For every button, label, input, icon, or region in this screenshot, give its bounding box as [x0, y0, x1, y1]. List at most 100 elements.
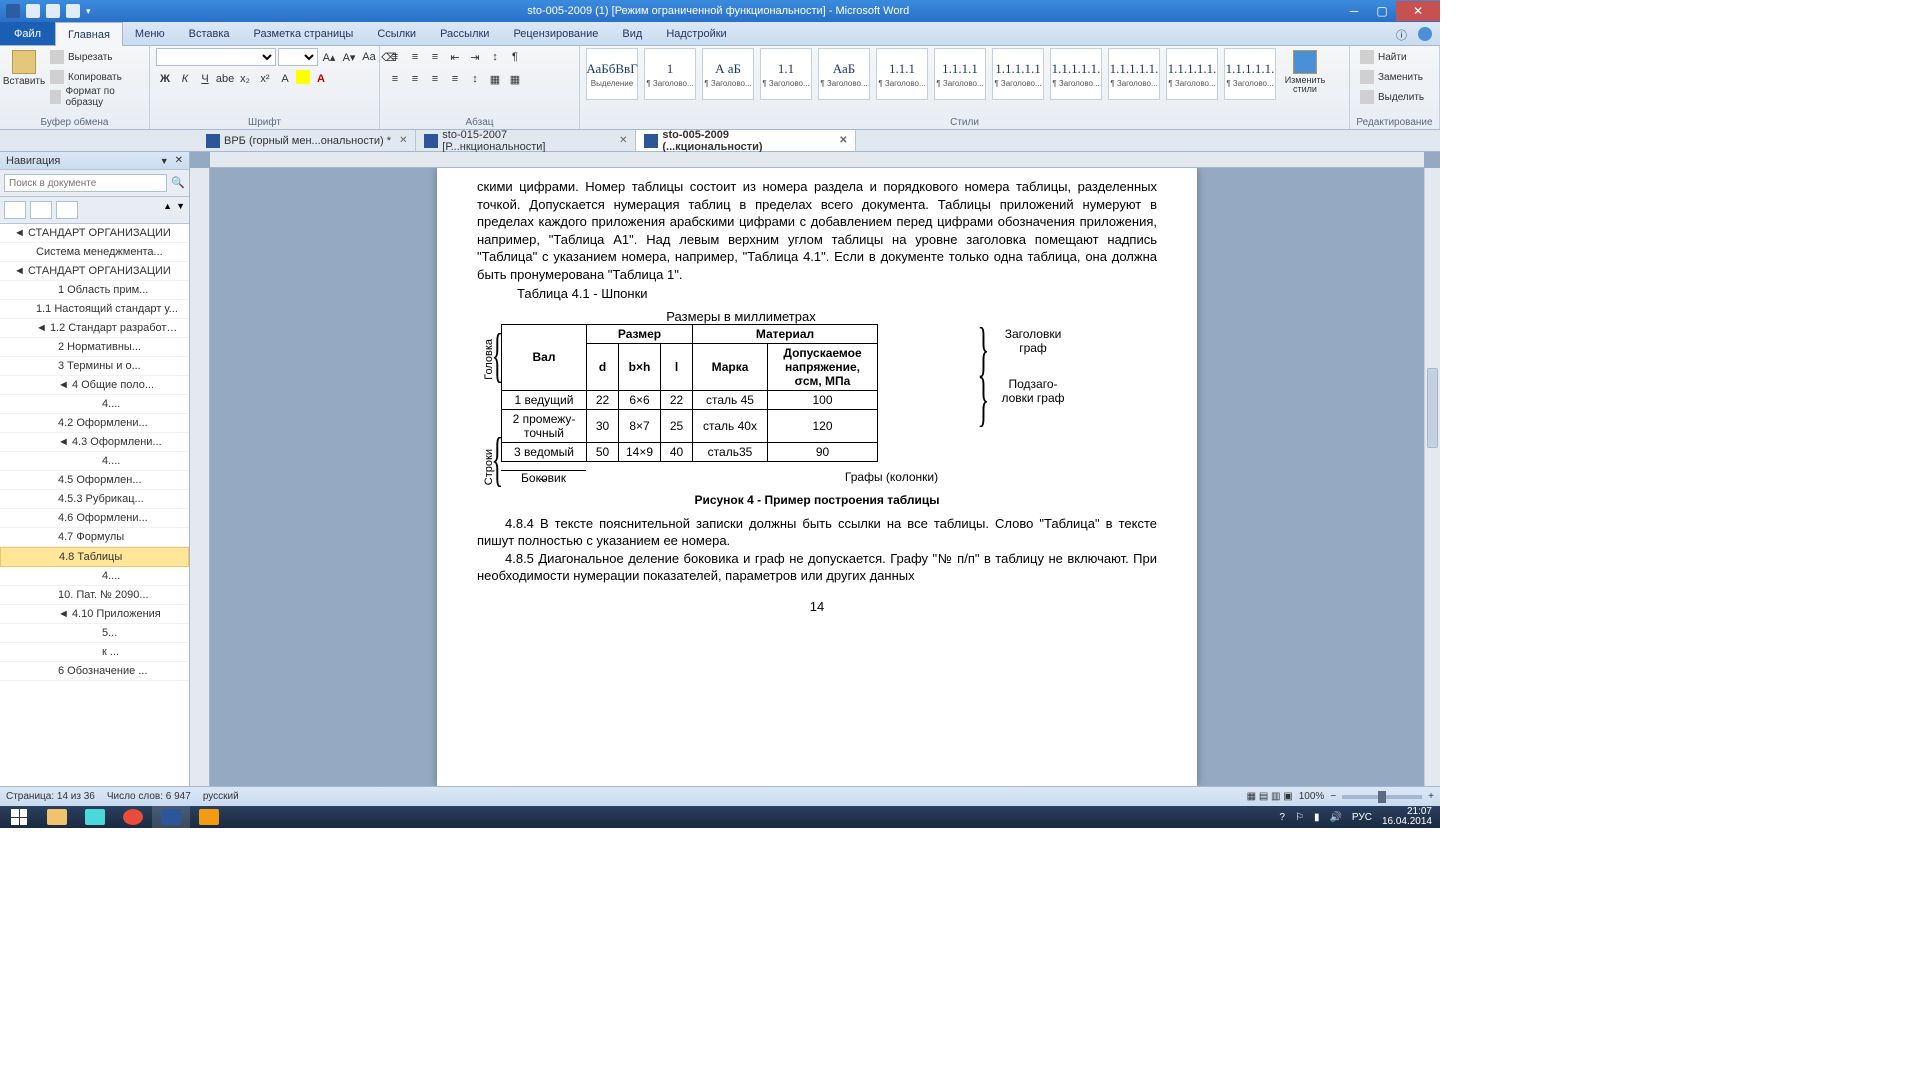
font-color-button[interactable]: A [312, 70, 330, 88]
nav-item[interactable]: 4.5 Оформлен... [0, 471, 189, 490]
style-item[interactable]: 1.1.1.1.1¶ Заголово... [992, 48, 1044, 100]
nav-item[interactable]: 4.... [0, 395, 189, 414]
nav-item[interactable]: 6 Обозначение ... [0, 662, 189, 681]
ribbon-tab[interactable]: Разметка страницы [242, 22, 366, 45]
word-icon[interactable] [6, 4, 20, 18]
ribbon-tab[interactable]: Ссылки [365, 22, 428, 45]
line-spacing-button[interactable]: ↕ [466, 70, 484, 88]
nav-item[interactable]: к ... [0, 643, 189, 662]
zoom-in-button[interactable]: + [1428, 791, 1434, 802]
nav-item[interactable]: 4.8 Таблицы [0, 547, 189, 567]
style-item[interactable]: 1.1.1.1.1.¶ Заголово... [1166, 48, 1218, 100]
nav-item[interactable]: 4.5.3 Рубрикац... [0, 490, 189, 509]
nav-close-icon[interactable]: ✕ [175, 155, 183, 166]
styles-gallery[interactable]: АаБбВвГВыделение1¶ Заголово...А аБ¶ Заго… [586, 48, 1276, 104]
ribbon-minimize-icon[interactable]: ⓘ [1396, 27, 1410, 41]
shrink-font-button[interactable]: A▾ [340, 48, 358, 66]
nav-item[interactable]: 4.7 Формулы [0, 528, 189, 547]
task-chrome[interactable] [114, 806, 152, 828]
increase-indent-button[interactable]: ⇥ [466, 48, 484, 66]
nav-view-headings[interactable] [4, 201, 26, 219]
nav-dropdown-icon[interactable]: ▼ [160, 156, 169, 166]
document-tab[interactable]: sto-005-2009 (...кциональности)✕ [636, 130, 856, 151]
replace-button[interactable]: Заменить [1356, 68, 1428, 86]
help-icon[interactable] [1418, 27, 1432, 41]
style-item[interactable]: 1¶ Заголово... [644, 48, 696, 100]
save-icon[interactable] [26, 4, 40, 18]
paste-button[interactable]: Вставить [6, 48, 42, 110]
horizontal-ruler[interactable] [210, 152, 1424, 168]
undo-icon[interactable] [46, 4, 60, 18]
zoom-out-button[interactable]: − [1330, 791, 1336, 802]
task-explorer[interactable] [38, 806, 76, 828]
nav-item[interactable]: Система менеджмента... [0, 243, 189, 262]
nav-item[interactable]: 1 Область прим... [0, 281, 189, 300]
vertical-scrollbar[interactable] [1424, 168, 1440, 786]
style-item[interactable]: 1.1.1.1¶ Заголово... [934, 48, 986, 100]
nav-collapse-icon[interactable]: ▲ [163, 201, 172, 219]
nav-view-results[interactable] [56, 201, 78, 219]
nav-item[interactable]: 2 Нормативны... [0, 338, 189, 357]
text-effects-button[interactable]: A [276, 70, 294, 88]
status-words[interactable]: Число слов: 6 947 [107, 791, 191, 802]
document-page[interactable]: скими цифрами. Номер таблицы состоит из … [437, 168, 1197, 786]
format-painter-button[interactable]: Формат по образцу [46, 88, 143, 106]
ribbon-tab[interactable]: Рецензирование [501, 22, 610, 45]
status-lang[interactable]: русский [203, 791, 239, 802]
italic-button[interactable]: К [176, 70, 194, 88]
underline-button[interactable]: Ч [196, 70, 214, 88]
highlight-button[interactable] [296, 70, 310, 84]
ribbon-tab[interactable]: Вид [610, 22, 654, 45]
nav-item[interactable]: ◄ 4.10 Приложения [0, 605, 189, 624]
view-buttons[interactable]: ▦ ▤ ▥ ▣ [1247, 791, 1293, 802]
decrease-indent-button[interactable]: ⇤ [446, 48, 464, 66]
tab-close-icon[interactable]: ✕ [619, 135, 627, 146]
nav-item[interactable]: ◄ СТАНДАРТ ОРГАНИЗАЦИИ [0, 224, 189, 243]
tray-flag-icon[interactable]: ⚐ [1295, 812, 1304, 823]
tray-network-icon[interactable]: ▮ [1314, 812, 1320, 823]
cut-button[interactable]: Вырезать [46, 48, 143, 66]
nav-item[interactable]: 1.1 Настоящий стандарт у... [0, 300, 189, 319]
align-center-button[interactable]: ≡ [406, 70, 424, 88]
nav-expand-icon[interactable]: ▼ [176, 201, 185, 219]
change-case-button[interactable]: Aa [360, 48, 378, 66]
zoom-value[interactable]: 100% [1299, 791, 1325, 802]
tab-close-icon[interactable]: ✕ [399, 135, 407, 146]
style-item[interactable]: АаБбВвГВыделение [586, 48, 638, 100]
close-button[interactable]: ✕ [1396, 1, 1440, 21]
tray-volume-icon[interactable]: 🔊 [1329, 812, 1341, 823]
ribbon-tab[interactable]: Меню [123, 22, 177, 45]
tray-lang[interactable]: РУС [1352, 812, 1372, 823]
status-page[interactable]: Страница: 14 из 36 [6, 791, 95, 802]
vertical-ruler[interactable] [190, 168, 210, 786]
style-item[interactable]: 1.1.1.1.1.¶ Заголово... [1224, 48, 1276, 100]
nav-view-pages[interactable] [30, 201, 52, 219]
nav-item[interactable]: ◄ 4 Общие поло... [0, 376, 189, 395]
document-tab[interactable]: ВРБ (горный мен...ональности) *✕ [198, 130, 416, 151]
copy-button[interactable]: Копировать [46, 68, 143, 86]
ribbon-tab[interactable]: Надстройки [654, 22, 738, 45]
nav-item[interactable]: 4.2 Оформлени... [0, 414, 189, 433]
start-button[interactable] [0, 806, 38, 828]
show-marks-button[interactable]: ¶ [506, 48, 524, 66]
nav-item[interactable]: 4.6 Оформлени... [0, 509, 189, 528]
task-word[interactable] [152, 806, 190, 828]
style-item[interactable]: 1.1¶ Заголово... [760, 48, 812, 100]
nav-item[interactable]: ◄ СТАНДАРТ ОРГАНИЗАЦИИ [0, 262, 189, 281]
change-styles-button[interactable]: Изменить стили [1280, 48, 1330, 110]
find-button[interactable]: Найти [1356, 48, 1428, 66]
ribbon-tab[interactable]: Главная [55, 22, 123, 46]
borders-button[interactable]: ▦ [506, 70, 524, 88]
style-item[interactable]: 1.1.1¶ Заголово... [876, 48, 928, 100]
nav-item[interactable]: ◄ 1.2 Стандарт разработан ... [0, 319, 189, 338]
nav-item[interactable]: 10. Пат. № 2090... [0, 586, 189, 605]
sort-button[interactable]: ↕ [486, 48, 504, 66]
nav-item[interactable]: 5... [0, 624, 189, 643]
tray-help-icon[interactable]: ? [1279, 812, 1285, 823]
bold-button[interactable]: Ж [156, 70, 174, 88]
tray-clock[interactable]: 21:07 16.04.2014 [1382, 807, 1432, 827]
task-app1[interactable] [76, 806, 114, 828]
justify-button[interactable]: ≡ [446, 70, 464, 88]
search-icon[interactable]: 🔍 [171, 176, 185, 190]
nav-item[interactable]: 4.... [0, 567, 189, 586]
